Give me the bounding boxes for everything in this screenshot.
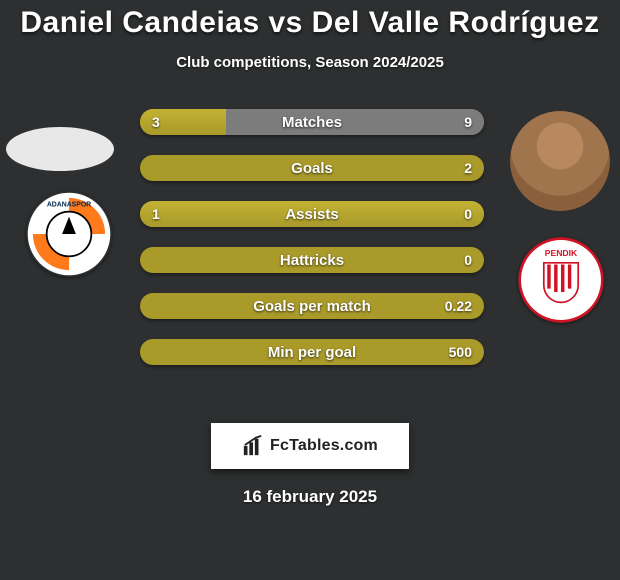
svg-text:PENDIK: PENDIK xyxy=(545,248,578,258)
stat-label: Assists xyxy=(140,201,484,227)
brand-box: FcTables.com xyxy=(211,423,409,469)
stat-row: Goals2 xyxy=(140,155,484,181)
stat-label: Matches xyxy=(140,109,484,135)
stat-value-right: 500 xyxy=(449,339,472,365)
stat-value-right: 0 xyxy=(464,247,472,273)
stat-bars: Matches39Goals2Assists10Hattricks0Goals … xyxy=(140,109,484,385)
comparison-stage: ADANASPOR PENDIK Matches3 9 Goals2 Assists1… xyxy=(0,109,620,409)
stat-label: Hattricks xyxy=(140,247,484,273)
brand-text: FcTables.com xyxy=(270,437,378,455)
stat-value-left: 1 xyxy=(152,201,160,227)
brand-icon xyxy=(242,435,264,457)
page-title: Daniel Candeias vs Del Valle Rodríguez xyxy=(0,0,620,40)
stat-row: Matches3 9 xyxy=(140,109,484,135)
stat-label: Goals xyxy=(140,155,484,181)
stat-value-right: 0 xyxy=(464,201,472,227)
club-right-badge: PENDIK xyxy=(518,237,604,323)
svg-text:ADANASPOR: ADANASPOR xyxy=(47,201,91,208)
stat-value-right: 9 xyxy=(464,109,472,135)
stat-row: Goals per match0.22 xyxy=(140,293,484,319)
date-text: 16 february 2025 xyxy=(0,487,620,507)
stat-label: Goals per match xyxy=(140,293,484,319)
stat-row: Assists1 0 xyxy=(140,201,484,227)
player-left-avatar xyxy=(6,127,114,171)
player-right-avatar xyxy=(510,111,610,211)
stat-row: Hattricks0 xyxy=(140,247,484,273)
stat-value-left: 3 xyxy=(152,109,160,135)
stat-row: Min per goal500 xyxy=(140,339,484,365)
subtitle: Club competitions, Season 2024/2025 xyxy=(0,54,620,71)
stat-value-right: 2 xyxy=(464,155,472,181)
stat-label: Min per goal xyxy=(140,339,484,365)
stat-value-right: 0.22 xyxy=(445,293,472,319)
club-left-badge: ADANASPOR xyxy=(26,191,112,277)
